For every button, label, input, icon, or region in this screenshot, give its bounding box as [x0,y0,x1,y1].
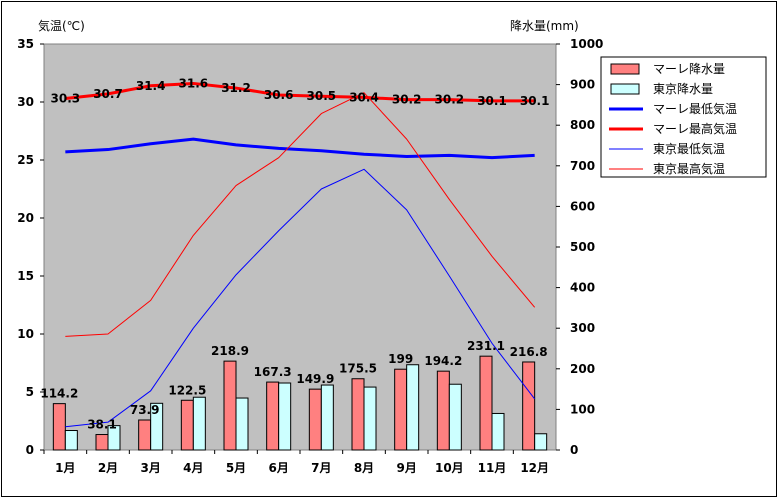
y-left-tick-label: 35 [17,37,34,51]
y-left-tick-label: 0 [26,443,34,457]
y-left-tick-label: 15 [17,269,34,283]
legend-label: マーレ最高気温 [653,121,737,136]
bar-male-precip [479,355,493,451]
y-right-tick-label: 900 [570,78,595,92]
x-tick-label: 8月 [354,461,374,475]
x-tick-label: 3月 [140,461,160,475]
bar-tokyo-precip [235,397,249,451]
legend-box [600,56,767,178]
bar-tokyo-precip [320,384,334,451]
bar-tokyo-precip [107,425,121,451]
line-data-label: 30.2 [435,93,465,107]
y-right-tick-label: 700 [570,159,595,173]
y-right-tick-label: 300 [570,321,595,335]
bar-tokyo-precip [150,402,164,451]
bar-male-precip [266,381,280,451]
line-data-label: 30.1 [477,94,507,108]
y-right-tick-label: 0 [570,443,578,457]
line-series-1 [65,81,535,103]
bar-data-label: 231.1 [467,339,505,353]
y-left-tick-label: 25 [17,153,34,167]
y-left-tick-label: 5 [26,385,34,399]
bar-data-label: 122.5 [168,383,206,397]
bar-tokyo-precip [491,412,505,451]
bar-data-label: 216.8 [510,345,548,359]
bar-data-label: 38.1 [87,418,117,432]
x-tick-label: 2月 [98,461,118,475]
legend-label: マーレ降水量 [653,62,725,76]
plot-area [43,43,557,451]
bar-data-label: 199 [388,352,413,366]
y-axis-left-title: 気温(℃) [38,18,85,33]
line-data-label: 30.1 [520,94,550,108]
y-right-tick-label: 200 [570,362,595,376]
line-series-0 [65,137,535,160]
y-right-tick-label: 400 [570,281,595,295]
line-data-label: 30.7 [93,87,123,101]
bar-male-precip [436,370,450,451]
y-right-tick-label: 500 [570,240,595,254]
y-right-tick-label: 100 [570,402,595,416]
x-tick-label: 1月 [55,461,75,475]
x-tick-label: 4月 [183,461,203,475]
y-right-tick-label: 1000 [570,37,603,51]
x-tick-label: 6月 [268,461,288,475]
bar-data-label: 194.2 [424,354,462,368]
bar-data-label: 149.9 [296,372,334,386]
y-right-tick-label: 600 [570,199,595,213]
x-tick-label: 5月 [226,461,246,475]
line-data-label: 30.6 [264,88,294,102]
bar-male-precip [52,403,66,451]
y-left-tick-label: 10 [17,327,34,341]
line-data-label: 31.2 [221,81,251,95]
bar-male-precip [138,419,152,451]
x-tick-label: 10月 [435,461,464,475]
bar-tokyo-precip [192,396,206,451]
bar-data-label: 167.3 [254,365,292,379]
legend-swatch [610,63,640,75]
line-data-label: 30.4 [349,90,379,104]
bar-tokyo-precip [278,382,292,451]
bar-male-precip [308,388,322,451]
legend-swatch [610,83,640,95]
line-data-label: 30.5 [307,89,337,103]
line-data-label: 31.6 [179,76,209,90]
bar-data-label: 218.9 [211,344,249,358]
x-tick-label: 7月 [311,461,331,475]
legend-label: 東京最低気温 [653,141,725,156]
line-data-label: 31.4 [136,79,166,93]
legend-label: 東京降水量 [653,82,713,96]
bar-male-precip [180,399,194,451]
line-series-2 [65,168,536,428]
y-left-tick-label: 20 [17,211,34,225]
legend-label: マーレ最低気温 [653,101,737,116]
line-series-3 [65,92,536,337]
legend-label: 東京最高気温 [653,161,725,176]
bar-tokyo-precip [406,364,420,451]
bar-male-precip [394,368,408,451]
y-left-tick-label: 30 [17,95,34,109]
bar-data-label: 73.9 [130,403,160,417]
line-data-label: 30.3 [51,92,81,106]
bar-data-label: 175.5 [339,362,377,376]
bar-tokyo-precip [448,383,462,451]
x-tick-label: 12月 [520,461,549,475]
bar-data-label: 114.2 [40,387,78,401]
line-data-label: 30.2 [392,93,422,107]
bar-tokyo-precip [363,386,377,451]
bar-male-precip [351,378,365,451]
x-tick-label: 11月 [478,461,507,475]
y-right-tick-label: 800 [570,118,595,132]
bar-male-precip [522,361,536,451]
bar-tokyo-precip [534,433,548,451]
bar-tokyo-precip [64,430,78,451]
bar-male-precip [95,434,109,451]
x-tick-label: 9月 [396,461,416,475]
bar-male-precip [223,360,237,451]
y-axis-right-title: 降水量(mm) [510,19,579,33]
